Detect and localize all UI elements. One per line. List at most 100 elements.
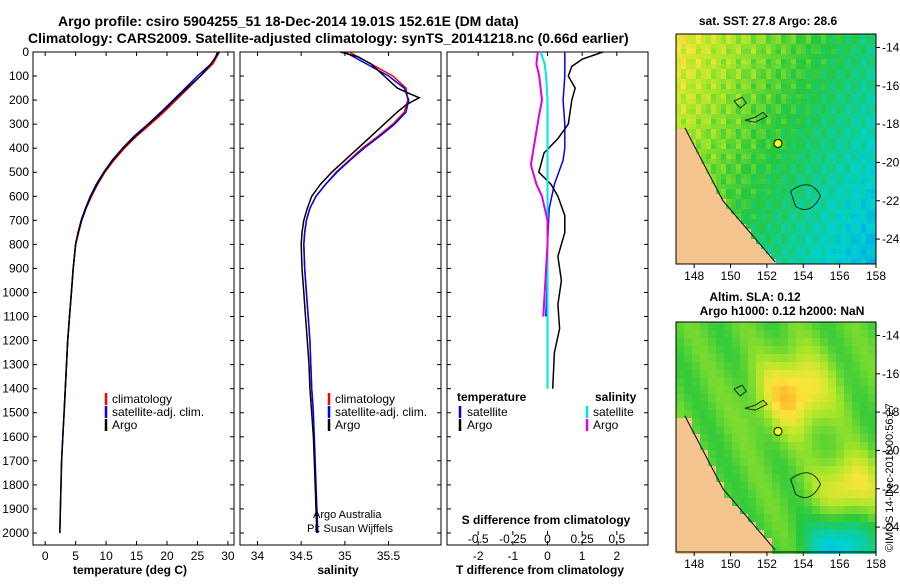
map-cell — [732, 538, 740, 546]
map-cell — [860, 434, 868, 442]
map-cell — [828, 386, 836, 394]
legend-argo: Argo — [335, 418, 361, 432]
map-cell — [826, 179, 831, 184]
map-cell — [732, 458, 740, 466]
map-cell — [772, 466, 780, 474]
map-cell — [716, 74, 721, 79]
map-cell — [726, 59, 731, 64]
map-cell — [741, 44, 746, 49]
map-cell — [724, 354, 732, 362]
map-cell — [796, 104, 801, 109]
map-cell — [781, 154, 786, 159]
map-cell — [786, 109, 791, 114]
map-cell — [871, 134, 876, 139]
map-cell — [731, 214, 736, 219]
map-cell — [691, 159, 696, 164]
map-cell — [764, 474, 772, 482]
map-cell — [686, 259, 691, 264]
map-cell — [696, 159, 701, 164]
map-cell — [791, 129, 796, 134]
reef-outline — [733, 384, 747, 397]
map-cell — [711, 184, 716, 189]
map-cell — [796, 89, 801, 94]
map-cell — [820, 338, 828, 346]
map-cell — [681, 234, 686, 239]
map-cell — [871, 124, 876, 129]
map-cell — [780, 450, 788, 458]
map-cell — [692, 530, 700, 538]
map-cell — [726, 124, 731, 129]
lat-tick-label: -16 — [882, 367, 900, 381]
map-cell — [741, 259, 746, 264]
map-cell — [684, 378, 692, 386]
map-cell — [871, 254, 876, 259]
depth-tick-label: 1100 — [3, 310, 29, 324]
map-cell — [871, 204, 876, 209]
map-cell — [828, 410, 836, 418]
map-cell — [866, 124, 871, 129]
map-cell — [721, 139, 726, 144]
lat-tick-label: -24 — [882, 520, 900, 534]
depth-tick-label: 1500 — [2, 406, 29, 420]
map-cell — [721, 129, 726, 134]
map-cell — [701, 99, 706, 104]
map-cell — [844, 442, 852, 450]
map-cell — [811, 184, 816, 189]
map-cell — [751, 164, 756, 169]
map-cell — [780, 522, 788, 530]
map-cell — [811, 209, 816, 214]
map-cell — [804, 330, 812, 338]
map-cell — [700, 354, 708, 362]
map-cell — [852, 410, 860, 418]
map-cell — [751, 204, 756, 209]
map-cell — [756, 54, 761, 59]
map-cell — [761, 179, 766, 184]
map-cell — [796, 458, 804, 466]
map-cell — [831, 54, 836, 59]
map-cell — [846, 79, 851, 84]
map-cell — [868, 354, 876, 362]
map-cell — [696, 149, 701, 154]
map-cell — [861, 149, 866, 154]
map-cell — [861, 134, 866, 139]
map-cell — [691, 129, 696, 134]
lon-tick-label: 154 — [793, 269, 813, 283]
map-cell — [828, 474, 836, 482]
title-line-2: Climatology: CARS2009. Satellite-adjuste… — [28, 30, 629, 46]
map-cell — [711, 109, 716, 114]
map-cell — [701, 254, 706, 259]
map-cell — [788, 410, 796, 418]
map-cell — [686, 49, 691, 54]
map-cell — [844, 538, 852, 546]
x-tick-label: 34.5 — [289, 549, 313, 563]
map-cell — [851, 119, 856, 124]
map-cell — [860, 338, 868, 346]
map-cell — [841, 199, 846, 204]
map-cell — [708, 466, 716, 474]
map-cell — [741, 239, 746, 244]
map-cell — [771, 169, 776, 174]
map-cell — [831, 169, 836, 174]
map-cell — [696, 139, 701, 144]
map-cell — [866, 234, 871, 239]
map-cell — [761, 104, 766, 109]
map-cell — [811, 244, 816, 249]
map-cell — [696, 239, 701, 244]
map-cell — [821, 239, 826, 244]
map-cell — [826, 149, 831, 154]
map-cell — [676, 239, 681, 244]
lon-tick-label: 152 — [757, 269, 777, 283]
map-cell — [761, 54, 766, 59]
map-cell — [821, 204, 826, 209]
map-cell — [811, 189, 816, 194]
map-cell — [716, 410, 724, 418]
map-cell — [700, 418, 708, 426]
map-cell — [681, 119, 686, 124]
map-cell — [746, 204, 751, 209]
map-cell — [756, 224, 761, 229]
depth-tick-label: 100 — [9, 69, 29, 83]
map-cell — [686, 119, 691, 124]
map-cell — [786, 39, 791, 44]
map-cell — [761, 224, 766, 229]
map-cell — [756, 362, 764, 370]
